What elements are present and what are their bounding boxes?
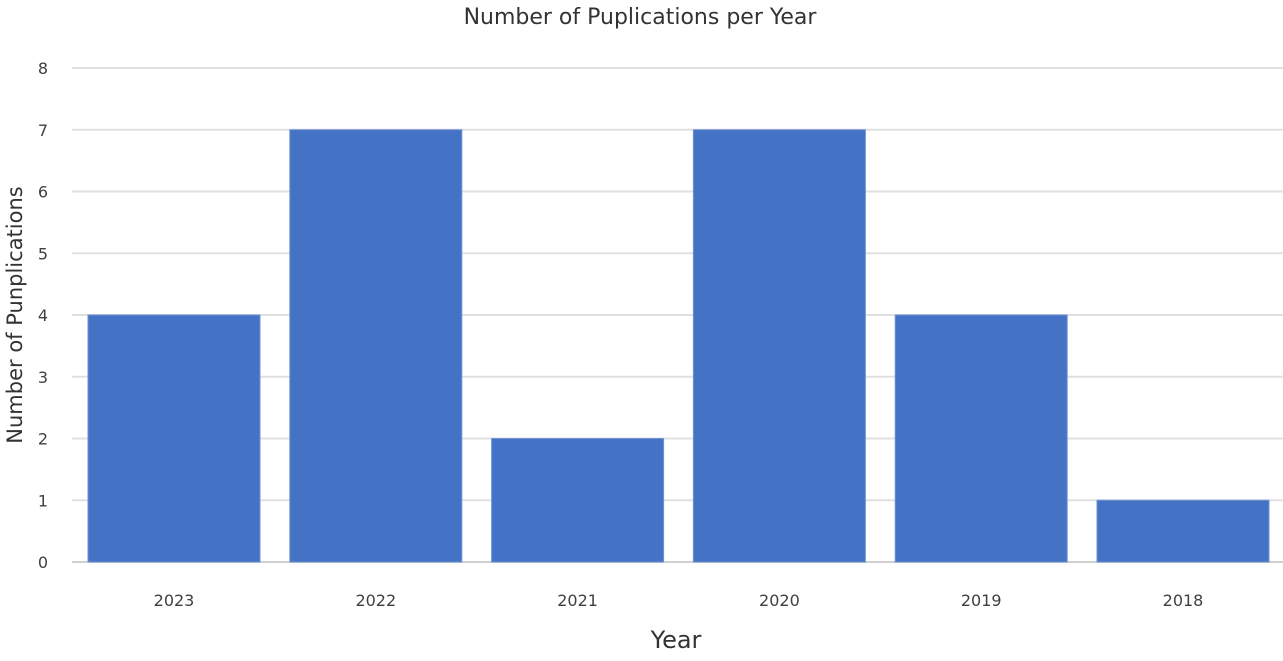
x-tick-label: 2023 — [154, 591, 195, 610]
y-tick-label: 6 — [38, 183, 48, 202]
y-tick-label: 7 — [38, 121, 48, 140]
gridlines — [72, 67, 1283, 563]
y-tick-label: 4 — [38, 306, 48, 325]
bar-2018 — [1096, 499, 1270, 563]
y-tick-label: 0 — [38, 553, 48, 572]
y-tick-label: 8 — [38, 59, 48, 78]
y-axis-label: Number of Punplications — [3, 186, 27, 443]
bars — [87, 129, 1270, 563]
y-tick-label: 2 — [38, 430, 48, 449]
bar-2022 — [289, 129, 463, 563]
x-tick-label: 2019 — [961, 591, 1002, 610]
bar-2021 — [491, 438, 665, 563]
bar-2023 — [87, 314, 261, 563]
chart-title: Number of Puplications per Year — [464, 5, 818, 30]
x-tick-label: 2020 — [759, 591, 800, 610]
x-axis-label: Year — [650, 626, 702, 654]
y-tick-label: 1 — [38, 491, 48, 510]
bar-2019 — [894, 314, 1068, 563]
x-tick-label: 2022 — [355, 591, 396, 610]
y-tick-label: 3 — [38, 368, 48, 387]
y-tick-label: 5 — [38, 244, 48, 263]
bar-2020 — [692, 129, 866, 563]
x-tick-labels: 2023 2022 2021 2020 2019 2018 — [154, 591, 1204, 610]
x-tick-label: 2021 — [557, 591, 598, 610]
y-tick-labels: 0 1 2 3 4 5 6 7 8 — [38, 59, 48, 572]
x-tick-label: 2018 — [1163, 591, 1204, 610]
